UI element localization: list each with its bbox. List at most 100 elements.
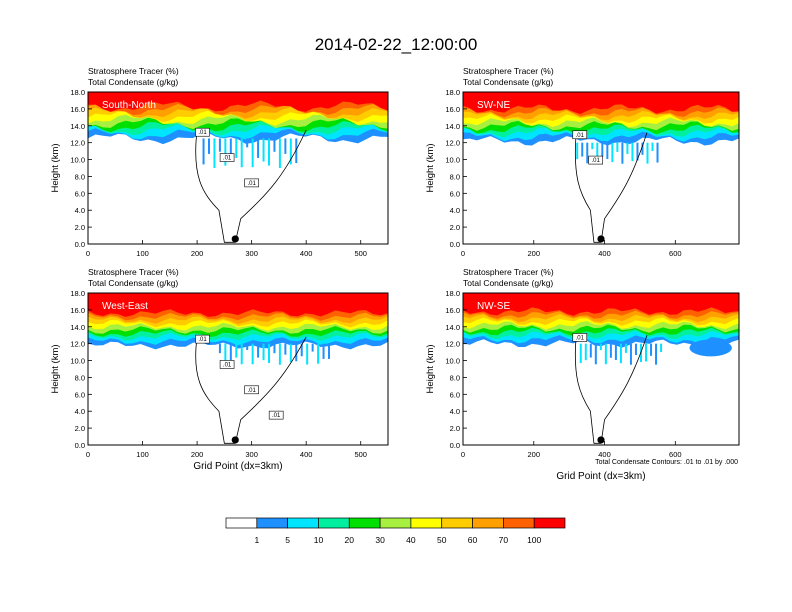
- tracer-streak: [579, 343, 582, 364]
- condensate-contour: [574, 132, 648, 243]
- plot-frame: [462, 91, 740, 245]
- tracer-streak: [202, 138, 205, 165]
- colorbar-label: 60: [468, 535, 478, 545]
- plot-frame: [87, 91, 389, 245]
- x-tick-label: 200: [528, 249, 541, 258]
- y-tick-label: 2.0: [450, 223, 460, 232]
- colorbar-swatch: [472, 517, 504, 529]
- plot-area: .01 .01: [463, 92, 739, 244]
- colorbar-label: 10: [314, 535, 324, 545]
- y-axis-label: Height (km): [50, 143, 61, 192]
- contour-label-box: [588, 155, 603, 165]
- tracer-streak: [634, 343, 637, 356]
- contour-label: .01: [247, 388, 256, 394]
- tracer-streak: [591, 142, 594, 150]
- tracer-streak: [631, 142, 634, 162]
- tracer-streak: [581, 142, 584, 157]
- contour-label: .01: [272, 413, 281, 419]
- tracer-streak: [636, 142, 639, 161]
- tracer-streak: [601, 142, 604, 157]
- tracer-band: [88, 293, 388, 317]
- tracer-band: [463, 293, 739, 316]
- y-tick-label: 16.0: [445, 306, 460, 315]
- panel-title-line1: Stratosphere Tracer (%): [88, 66, 179, 76]
- tracer-streak: [268, 343, 270, 364]
- panel-title-line2: Total Condensate (g/kg): [463, 77, 553, 87]
- x-tick-label: 500: [354, 249, 367, 258]
- contour-label-box: [268, 410, 284, 420]
- x-tick-label: 200: [191, 450, 204, 459]
- tracer-streak: [262, 138, 265, 162]
- tracer-streak: [606, 142, 609, 160]
- panels: .01 .01 .01 South-North Stratosphere Tracer …: [50, 66, 740, 482]
- tracer-streak: [278, 343, 281, 365]
- panel-label: SW-NE: [477, 100, 510, 111]
- tracer-band: [88, 92, 388, 112]
- y-tick-label: 10.0: [445, 156, 460, 165]
- tracer-streak: [278, 138, 281, 168]
- x-tick-label: 500: [354, 450, 367, 459]
- colorbar-swatch: [225, 517, 258, 529]
- y-tick-label: 12.0: [70, 340, 85, 349]
- tracer-streak: [273, 343, 276, 354]
- y-tick-label: 4.0: [75, 407, 85, 416]
- tracer-streak: [284, 343, 287, 355]
- contour-label-box: [572, 333, 588, 342]
- colorbar-swatch: [256, 517, 288, 529]
- colorbar-label: 50: [437, 535, 447, 545]
- contour-label: .01: [247, 181, 256, 187]
- tracer-streak: [240, 343, 243, 365]
- x-tick-label: 400: [598, 249, 611, 258]
- panel-title-line1: Stratosphere Tracer (%): [463, 66, 554, 76]
- y-axis-label: Height (km): [50, 344, 61, 393]
- x-tick-label: 200: [191, 249, 204, 258]
- colorbar-label: 70: [499, 535, 509, 545]
- y-tick-label: 2.0: [75, 424, 85, 433]
- tracer-streak: [609, 343, 612, 358]
- location-marker: [597, 436, 605, 444]
- plot-area: .01 .01 .01 .01: [88, 293, 388, 445]
- tracer-streak: [328, 343, 330, 359]
- tracer-streak: [619, 343, 622, 364]
- tracer-streak: [208, 138, 210, 154]
- tracer-streak: [306, 343, 309, 365]
- contour-label-box: [219, 360, 235, 369]
- x-tick-label: 400: [300, 249, 313, 258]
- y-tick-label: 14.0: [445, 323, 460, 332]
- y-tick-label: 12.0: [445, 139, 460, 148]
- tracer-streak: [235, 138, 238, 158]
- y-tick-label: 8.0: [450, 373, 460, 382]
- colorbar-swatch: [287, 517, 319, 529]
- y-tick-label: 8.0: [75, 373, 85, 382]
- location-marker: [231, 235, 239, 243]
- y-tick-label: 16.0: [70, 105, 85, 114]
- tracer-streak: [645, 343, 648, 362]
- y-tick-label: 8.0: [75, 172, 85, 181]
- tracer-streak: [213, 138, 216, 168]
- x-tick-label: 0: [461, 249, 465, 258]
- tracer-streak: [621, 142, 624, 164]
- x-tick-label: 0: [86, 450, 90, 459]
- contour-label: .01: [223, 362, 232, 368]
- colorbar-label: 5: [285, 535, 290, 545]
- tracer-streak: [604, 343, 607, 365]
- y-tick-label: 2.0: [450, 424, 460, 433]
- panel-label: South-North: [102, 100, 156, 111]
- tracer-streak: [641, 142, 644, 155]
- contour-label-box: [244, 385, 259, 395]
- contour-label: .01: [198, 337, 207, 343]
- y-tick-label: 0.0: [75, 240, 85, 249]
- tracer-streak: [599, 343, 602, 351]
- colorbar-label: 20: [345, 535, 355, 545]
- colorbar-swatch: [348, 517, 381, 529]
- panel-title-line2: Total Condensate (g/kg): [463, 278, 553, 288]
- tracer-streak: [262, 343, 265, 361]
- y-tick-label: 2.0: [75, 223, 85, 232]
- panel-title-line1: Stratosphere Tracer (%): [88, 267, 179, 277]
- y-tick-label: 6.0: [450, 390, 460, 399]
- y-tick-label: 14.0: [70, 122, 85, 131]
- tracer-streak: [240, 138, 243, 168]
- contour-label: .01: [198, 130, 207, 136]
